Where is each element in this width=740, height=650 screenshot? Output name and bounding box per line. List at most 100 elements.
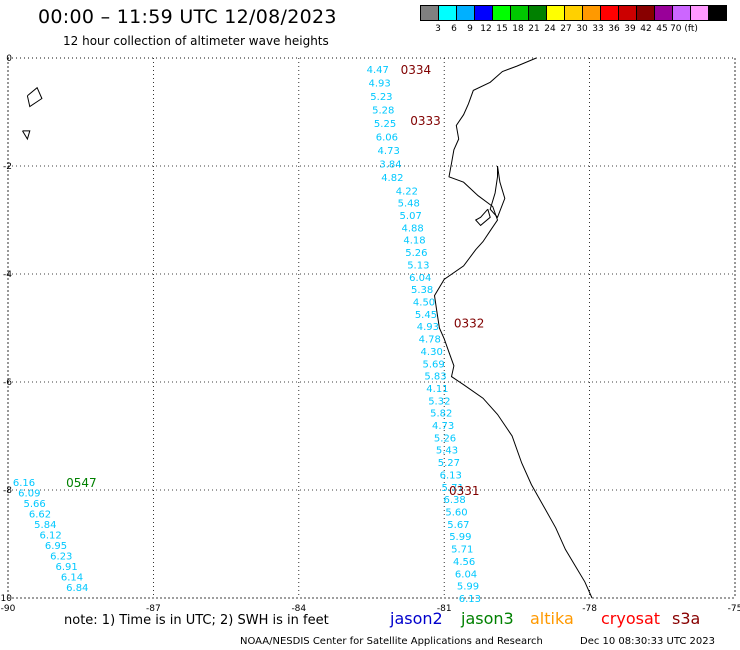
- legend-label: 9: [467, 24, 473, 34]
- wave-height-label: 6.12: [40, 531, 62, 542]
- wave-height-label: 5.13: [407, 260, 429, 271]
- legend-label: 45: [656, 24, 668, 34]
- pass-time-label: 0333: [410, 114, 441, 128]
- x-tick-label: -78: [582, 604, 597, 614]
- wave-height-label: 3.84: [379, 159, 401, 170]
- wave-height-label: 6.91: [55, 562, 77, 573]
- wave-height-label: 4.93: [368, 78, 390, 89]
- wave-height-label: 5.28: [372, 105, 394, 116]
- y-tick-label: -2: [3, 162, 12, 172]
- wave-height-label: 6.14: [61, 573, 83, 584]
- satellite-name-jason3: jason3: [461, 609, 514, 628]
- wave-height-label: 5.66: [24, 499, 46, 510]
- wave-height-label: 4.30: [421, 347, 443, 358]
- wave-height-label: 5.48: [398, 199, 420, 210]
- x-tick-label: -84: [291, 604, 306, 614]
- wave-height-label: 5.99: [449, 532, 471, 543]
- x-tick-label: -75: [728, 604, 740, 614]
- wave-height-label: 4.50: [413, 297, 435, 308]
- wave-height-label: 5.38: [411, 285, 433, 296]
- axis-tick-labels: -90 -87 -84 -81 -78 -75 0 -2 -4 -6 -8 -10: [0, 54, 740, 614]
- wave-height-label: 6.04: [409, 273, 431, 284]
- wave-height-label: 5.67: [447, 520, 469, 531]
- puna-island-path: [474, 208, 491, 227]
- wave-height-label: 6.84: [66, 583, 88, 594]
- wave-height-label: 6.23: [50, 552, 72, 563]
- pass-time-label: 0547: [66, 476, 97, 490]
- wave-height-label: 5.07: [400, 211, 422, 222]
- map-grid: [7, 57, 736, 599]
- legend-color-scale: [420, 5, 727, 21]
- legend-label: 33: [592, 24, 604, 34]
- y-tick-label: -10: [0, 594, 12, 604]
- wave-height-label: 5.69: [422, 359, 444, 370]
- wave-height-label: 5.32: [428, 396, 450, 407]
- pass-time-label: 0331: [449, 484, 480, 498]
- y-tick-label: 0: [6, 54, 12, 64]
- wave-height-label: 6.09: [18, 488, 40, 499]
- wave-height-label: 5.71: [442, 483, 464, 494]
- legend-label: 70 (ft): [670, 24, 698, 34]
- wave-height-label: 6.95: [45, 541, 67, 552]
- y-tick-label: -6: [3, 378, 12, 388]
- legend-label: 18: [512, 24, 524, 34]
- wave-height-label: 5.99: [457, 582, 479, 593]
- galapagos-island-path: [26, 86, 43, 108]
- gulf-of-guayaquil-path: [489, 165, 506, 219]
- pass-time-label: 0334: [401, 63, 432, 77]
- wave-height-label: 5.23: [370, 92, 392, 103]
- wave-height-label: 4.18: [403, 236, 425, 247]
- wave-height-label: 6.62: [29, 509, 51, 520]
- galapagos-island-path: [22, 130, 31, 141]
- wave-height-label: 6.38: [443, 495, 465, 506]
- legend-label: 42: [640, 24, 652, 34]
- wave-height-label: 5.83: [424, 372, 446, 383]
- satellite-name-cryosat: cryosat: [601, 609, 661, 628]
- wave-height-label: 5.60: [445, 508, 467, 519]
- wave-height-label: 6.13: [440, 470, 462, 481]
- x-tick-label: -81: [437, 604, 452, 614]
- wave-height-label: 4.88: [401, 223, 423, 234]
- wave-height-label: 5.27: [438, 458, 460, 469]
- wave-height-label: 5.45: [415, 310, 437, 321]
- wave-height-label: 5.71: [451, 545, 473, 556]
- wave-height-label: 5.84: [34, 520, 56, 531]
- legend-label: 39: [624, 24, 636, 34]
- page-title: 00:00 – 11:59 UTC 12/08/2023: [38, 6, 337, 28]
- map-frame: [7, 57, 736, 599]
- wave-height-label: 4.93: [417, 322, 439, 333]
- page-subtitle: 12 hour collection of altimeter wave hei…: [63, 34, 329, 48]
- legend-label: 30: [576, 24, 588, 34]
- x-tick-label: -90: [1, 604, 16, 614]
- wave-height-label: 4.11: [426, 384, 448, 395]
- satellite-tracks: 4.47 4.93 5.23 5.28 5.25 6.06 4.73 3.84 4.82 0334…: [13, 63, 485, 605]
- pass-time-label: 0332: [454, 317, 485, 331]
- timestamp-text: Dec 10 08:30:33 UTC 2023: [580, 636, 715, 647]
- wave-height-label: 6.16: [13, 478, 35, 489]
- legend-label: 15: [496, 24, 508, 34]
- satellite-name-s3a: s3a: [672, 609, 701, 628]
- wave-height-label: 4.22: [396, 186, 418, 197]
- legend-label: 6: [451, 24, 457, 34]
- map-border: [7, 57, 736, 599]
- wave-height-label: 4.82: [381, 173, 403, 184]
- legend-label: 27: [560, 24, 572, 34]
- wave-height-label: 6.06: [376, 132, 398, 143]
- wave-height-label: 4.56: [453, 557, 475, 568]
- coastline-path: [433, 57, 593, 599]
- wave-height-label: 4.73: [432, 421, 454, 432]
- wave-height-label: 4.47: [367, 65, 389, 76]
- wave-height-label: 6.13: [459, 594, 481, 605]
- wave-height-label: 4.78: [419, 335, 441, 346]
- legend-label: 36: [608, 24, 620, 34]
- legend-labels: 3 6 9 12 15 18 21 24 27 30 33 36 39 42 45 70 (ft): [421, 24, 727, 36]
- x-tick-label: -87: [146, 604, 161, 614]
- legend-label: 21: [528, 24, 540, 34]
- wave-height-legend: 3 6 9 12 15 18 21 24 27 30 33 36 39 42 45 70 (ft): [420, 5, 727, 36]
- legend-label: 3: [435, 24, 441, 34]
- footer-note: note: 1) Time is in UTC; 2) SWH is in fe…: [64, 613, 329, 628]
- wave-height-label: 5.43: [436, 446, 458, 457]
- wave-height-label: 5.25: [374, 119, 396, 130]
- legend-label: 12: [480, 24, 492, 34]
